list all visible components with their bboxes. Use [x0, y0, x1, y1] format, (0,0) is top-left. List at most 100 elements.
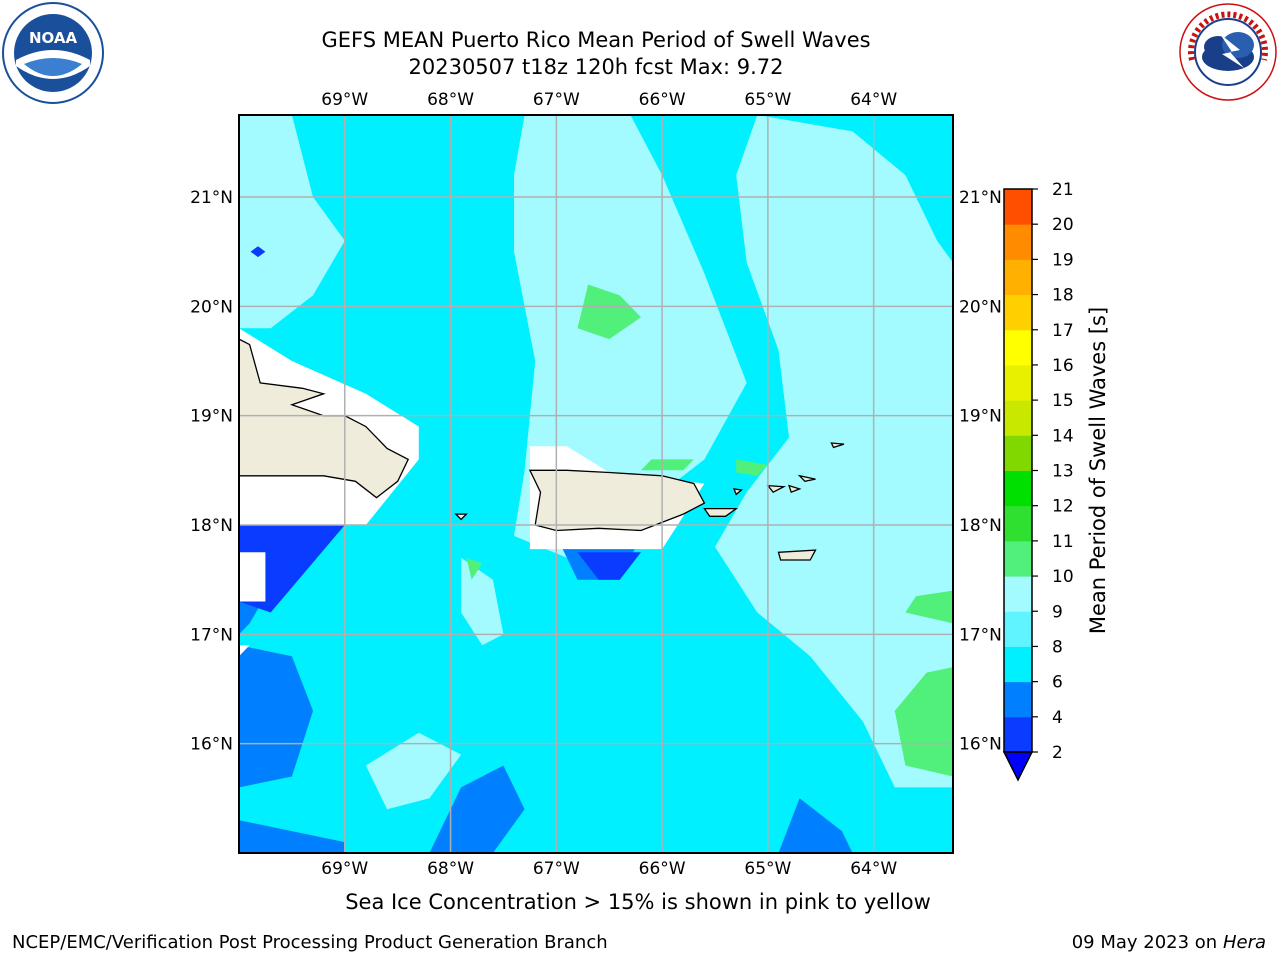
- graticule: [239, 115, 953, 853]
- noaa-logo-text: NOAA: [29, 29, 78, 47]
- land-st-croix: [777, 549, 817, 561]
- noaa-logo: NOAA: [2, 2, 104, 104]
- x-tick-label-bottom: 67°W: [533, 859, 580, 879]
- colorbar-tick-label: 21: [1052, 180, 1074, 200]
- y-tick-label-left: 19°N: [190, 407, 233, 427]
- x-tick-label-bottom: 64°W: [850, 859, 897, 879]
- chart-subtitle: 20230507 t18z 120h fcst Max: 9.72: [408, 55, 784, 79]
- contour-region: [641, 459, 694, 471]
- colorbar-segment: [1004, 189, 1032, 225]
- colorbar-label: Mean Period of Swell Waves [s]: [1086, 307, 1110, 634]
- colorbar-segment: [1004, 329, 1032, 366]
- colorbar-tick-label: 10: [1052, 567, 1074, 587]
- x-tick-label-top: 65°W: [744, 90, 791, 110]
- colorbar-segment: [1004, 646, 1032, 683]
- colorbar-tick-label: 15: [1052, 391, 1074, 411]
- footer-date: 09 May 2023 on Hera: [1072, 932, 1266, 953]
- axis-tick-labels: 69°W 69°W 68°W 68°W 67°W 67°W 66°W 66°W 65°W 65°W…: [190, 90, 1002, 879]
- colorbar-tick-label: 12: [1052, 497, 1074, 517]
- colorbar-tick-label: 14: [1052, 426, 1074, 446]
- land-hispaniola: [239, 338, 410, 499]
- x-tick-label-bottom: 66°W: [639, 859, 686, 879]
- no-data-region: [239, 645, 250, 657]
- footer-credit: NCEP/EMC/Verification Post Processing Pr…: [12, 932, 608, 953]
- contour-region: [894, 667, 953, 777]
- contour-region: [905, 590, 953, 624]
- coastlines: [239, 338, 845, 561]
- y-tick-label-left: 17°N: [190, 625, 233, 645]
- colorbar-tick-label: 8: [1052, 637, 1063, 657]
- contour-region: [778, 798, 853, 853]
- x-tick-label-top: 69°W: [321, 90, 368, 110]
- chart-title: GEFS MEAN Puerto Rico Mean Period of Swe…: [321, 28, 871, 52]
- sea-ice-note: Sea Ice Concentration > 15% is shown in …: [345, 890, 931, 914]
- contour-region: [239, 525, 345, 613]
- y-tick-label-right: 19°N: [959, 407, 1002, 427]
- x-tick-label-bottom: 68°W: [427, 859, 474, 879]
- land-tortola: [797, 474, 816, 483]
- colorbar-segment: [1004, 611, 1032, 647]
- land-anegada: [830, 442, 845, 449]
- land-mona: [454, 513, 468, 521]
- contour-region: [365, 732, 462, 810]
- x-tick-label-bottom: 65°W: [744, 859, 791, 879]
- colorbar-segment: [1004, 364, 1032, 401]
- colorbar-segment: [1004, 470, 1032, 507]
- y-tick-label-left: 16°N: [190, 735, 233, 755]
- x-tick-label-top: 66°W: [639, 90, 686, 110]
- colorbar-segment: [1004, 435, 1032, 471]
- contour-region: [239, 645, 313, 788]
- y-tick-label-right: 17°N: [959, 625, 1002, 645]
- contour-region: [466, 557, 483, 580]
- colorbar-segment: [1004, 224, 1032, 260]
- contour-region: [736, 459, 768, 476]
- x-tick-label-top: 68°W: [427, 90, 474, 110]
- colorbar-tick-label: 18: [1052, 286, 1074, 306]
- land-st-john: [787, 484, 802, 494]
- footer-host: Hera: [1222, 932, 1266, 953]
- colorbar-tick-label: 6: [1052, 673, 1063, 693]
- no-data-region: [239, 552, 266, 602]
- map-frame: [238, 114, 954, 854]
- contour-region: [239, 820, 345, 853]
- colorbar-segment: [1004, 716, 1032, 753]
- contour-region: [577, 284, 641, 340]
- colorbar-tick-label: 16: [1052, 356, 1074, 376]
- contour-region: [429, 765, 525, 853]
- x-tick-label-top: 64°W: [850, 90, 897, 110]
- y-tick-label-right: 21°N: [959, 188, 1002, 208]
- y-tick-label-right: 16°N: [959, 735, 1002, 755]
- contour-region: [514, 115, 747, 558]
- colorbar-segment: [1004, 294, 1032, 331]
- contour-region: [239, 115, 345, 329]
- y-tick-label-left: 18°N: [190, 516, 233, 536]
- land-st-thomas: [766, 484, 787, 494]
- colorbar: 2 4 6 8 9 10 11 12 13 14 15 16 17 18 19 20 21 Mean Period…: [1002, 180, 1110, 782]
- nws-logo: [1179, 3, 1277, 101]
- contour-region: [577, 552, 641, 580]
- colorbar-tick-label: 4: [1052, 708, 1063, 728]
- contour-region: [715, 115, 953, 788]
- colorbar-tick-label: 9: [1052, 602, 1063, 622]
- colorbar-segment: [1004, 400, 1032, 436]
- colorbar-tick-label: 20: [1052, 215, 1074, 235]
- x-tick-label-bottom: 69°W: [321, 859, 368, 879]
- y-tick-label-right: 20°N: [959, 297, 1002, 317]
- colorbar-tick-label: 17: [1052, 321, 1074, 341]
- contour-region: [461, 557, 504, 646]
- land-vieques: [703, 507, 739, 517]
- colorbar-segment: [1004, 505, 1032, 542]
- colorbar-segment: [1004, 576, 1032, 612]
- colorbar-segment: [1004, 540, 1032, 577]
- y-tick-label-left: 21°N: [190, 188, 233, 208]
- colorbar-tick-label: 19: [1052, 250, 1074, 270]
- land-culebra: [732, 488, 743, 496]
- colorbar-segment: [1004, 681, 1032, 718]
- colorbar-extend-arrow: [1002, 751, 1034, 782]
- footer-date-text: 09 May 2023 on: [1071, 932, 1218, 953]
- colorbar-tick-label: 13: [1052, 462, 1074, 482]
- y-tick-label-left: 20°N: [190, 297, 233, 317]
- colorbar-tick-label: 2: [1052, 743, 1063, 763]
- y-tick-label-right: 18°N: [959, 516, 1002, 536]
